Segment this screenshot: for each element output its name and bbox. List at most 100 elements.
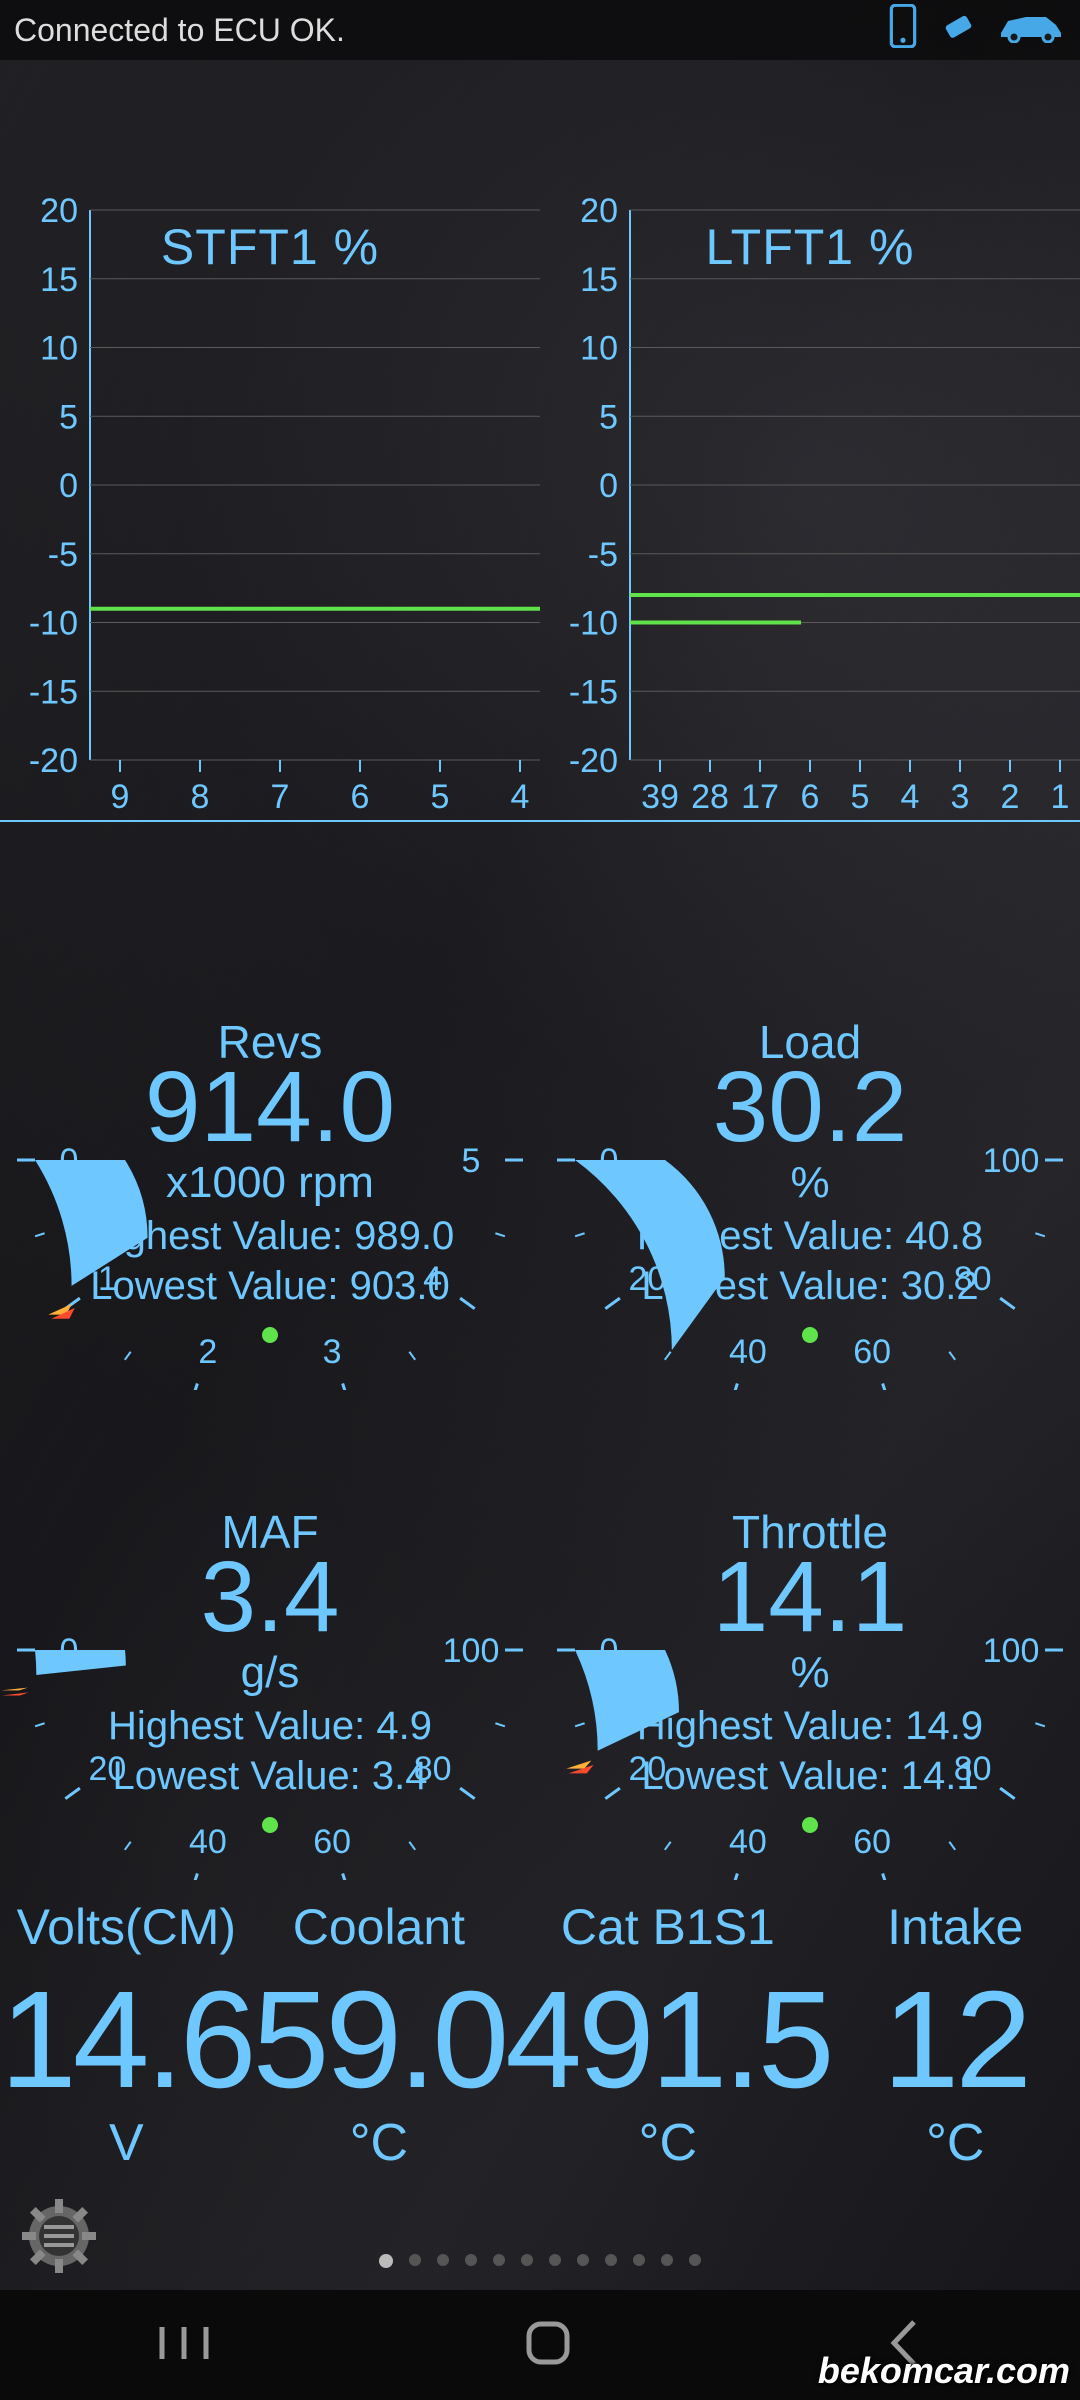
gauge-value-maf: 3.4 — [200, 1540, 339, 1655]
chart-baseline — [0, 820, 1080, 822]
gauge-high-load: Highest Value: 40.8 — [637, 1214, 983, 1259]
svg-text:5: 5 — [431, 778, 450, 816]
page-indicator[interactable] — [379, 2254, 701, 2268]
svg-text:3: 3 — [951, 778, 970, 816]
svg-text:15: 15 — [40, 261, 78, 299]
svg-text:9: 9 — [111, 778, 130, 816]
svg-text:40: 40 — [729, 1333, 767, 1371]
phone-icon — [886, 4, 920, 56]
svg-text:7: 7 — [271, 778, 290, 816]
digital-value-intake: 12 — [831, 1968, 1080, 2113]
svg-text:-15: -15 — [569, 673, 618, 711]
digital-label-intake: Intake — [831, 1898, 1080, 1956]
digital-unit-coolant: °C — [253, 2113, 506, 2173]
gauges-grid: 012345 Revs 914.0 x1000 rpm Highest Valu… — [0, 900, 1080, 1880]
eraser-icon — [938, 6, 978, 54]
digital-label-catb1s1: Cat B1S1 — [505, 1898, 830, 1956]
page-dot[interactable] — [633, 2254, 645, 2266]
svg-text:-20: -20 — [569, 742, 618, 780]
svg-text:10: 10 — [580, 330, 618, 368]
svg-text:0: 0 — [59, 467, 78, 505]
svg-text:5: 5 — [599, 398, 618, 436]
status-icons — [886, 4, 1066, 56]
gauge-revs[interactable]: 012345 Revs 914.0 x1000 rpm Highest Valu… — [0, 900, 540, 1390]
svg-text:-10: -10 — [569, 605, 618, 643]
gauge-high-throttle: Highest Value: 14.9 — [637, 1704, 983, 1749]
page-dot[interactable] — [437, 2254, 449, 2266]
svg-text:8: 8 — [191, 778, 210, 816]
svg-text:5: 5 — [59, 398, 78, 436]
svg-text:40: 40 — [189, 1823, 227, 1861]
page-dot[interactable] — [689, 2254, 701, 2266]
svg-text:60: 60 — [853, 1333, 891, 1371]
gauge-throttle[interactable]: 020406080100 Throttle 14.1 % Highest Val… — [540, 1390, 1080, 1880]
page-dot[interactable] — [379, 2254, 393, 2268]
svg-text:10: 10 — [40, 330, 78, 368]
page-dot[interactable] — [661, 2254, 673, 2266]
chart-title-ltft1: LTFT1 % — [706, 218, 915, 276]
svg-text:2: 2 — [1001, 778, 1020, 816]
settings-gear-icon[interactable] — [20, 2197, 98, 2280]
svg-text:-20: -20 — [29, 742, 78, 780]
svg-text:100: 100 — [983, 1632, 1040, 1670]
car-icon — [996, 9, 1066, 51]
svg-text:-10: -10 — [29, 605, 78, 643]
digital-value-catb1s1: 491.5 — [505, 1968, 830, 2113]
gauge-load[interactable]: 020406080100 Load 30.2 % Highest Value: … — [540, 900, 1080, 1390]
gauge-high-maf: Highest Value: 4.9 — [108, 1704, 432, 1749]
gauge-low-load: Lowest Value: 30.2 — [641, 1264, 978, 1309]
gauge-low-maf: Lowest Value: 3.4 — [112, 1754, 427, 1799]
svg-text:3: 3 — [323, 1333, 342, 1371]
charts-row: -20-15-10-505101520987654 STFT1 % -20-15… — [0, 180, 1080, 820]
svg-text:28: 28 — [691, 778, 729, 816]
svg-text:-5: -5 — [48, 536, 78, 574]
svg-text:40: 40 — [729, 1823, 767, 1861]
svg-text:1: 1 — [1051, 778, 1070, 816]
gauge-unit-load: % — [790, 1158, 829, 1208]
connection-status-text: Connected to ECU OK. — [14, 12, 345, 49]
svg-text:20: 20 — [40, 192, 78, 230]
chart-svg-ltft1: -20-15-10-505101520392817654321 — [540, 180, 1080, 820]
page-dot[interactable] — [605, 2254, 617, 2266]
svg-text:60: 60 — [853, 1823, 891, 1861]
svg-text:-5: -5 — [588, 536, 618, 574]
gauge-unit-throttle: % — [790, 1648, 829, 1698]
svg-text:0: 0 — [599, 467, 618, 505]
svg-text:2: 2 — [198, 1333, 217, 1371]
nav-home-icon[interactable] — [521, 2316, 575, 2375]
nav-recent-icon[interactable] — [154, 2321, 214, 2370]
page-dot[interactable] — [493, 2254, 505, 2266]
digital-label-coolant: Coolant — [253, 1898, 506, 1956]
digital-coolant[interactable]: Coolant 59.0 °C — [253, 1880, 506, 2260]
page-dot[interactable] — [521, 2254, 533, 2266]
page-dot[interactable] — [409, 2254, 421, 2266]
svg-text:17: 17 — [741, 778, 779, 816]
gauge-value-revs: 914.0 — [145, 1050, 395, 1165]
chart-ltft1[interactable]: -20-15-10-505101520392817654321 LTFT1 % — [540, 180, 1080, 820]
page-dot[interactable] — [549, 2254, 561, 2266]
svg-text:100: 100 — [983, 1142, 1040, 1180]
digital-value-coolant: 59.0 — [253, 1968, 506, 2113]
chart-stft1[interactable]: -20-15-10-505101520987654 STFT1 % — [0, 180, 540, 820]
svg-text:6: 6 — [801, 778, 820, 816]
gauge-low-revs: Lowest Value: 903.0 — [90, 1264, 450, 1309]
chart-title-stft1: STFT1 % — [161, 218, 379, 276]
digital-catb1s1[interactable]: Cat B1S1 491.5 °C — [505, 1880, 830, 2260]
gauge-unit-maf: g/s — [241, 1648, 300, 1698]
svg-text:-15: -15 — [29, 673, 78, 711]
svg-text:39: 39 — [641, 778, 679, 816]
svg-text:20: 20 — [580, 192, 618, 230]
svg-text:4: 4 — [511, 778, 530, 816]
gauge-maf[interactable]: 020406080100 MAF 3.4 g/s Highest Value: … — [0, 1390, 540, 1880]
digital-intake[interactable]: Intake 12 °C — [831, 1880, 1080, 2260]
gauge-value-throttle: 14.1 — [713, 1540, 908, 1655]
gauge-unit-revs: x1000 rpm — [166, 1158, 374, 1208]
gauge-value-load: 30.2 — [713, 1050, 908, 1165]
status-bar: Connected to ECU OK. — [0, 0, 1080, 60]
svg-text:60: 60 — [313, 1823, 351, 1861]
svg-text:5: 5 — [462, 1142, 481, 1180]
page-dot[interactable] — [577, 2254, 589, 2266]
page-dot[interactable] — [465, 2254, 477, 2266]
svg-text:4: 4 — [901, 778, 920, 816]
digital-unit-catb1s1: °C — [505, 2113, 830, 2173]
